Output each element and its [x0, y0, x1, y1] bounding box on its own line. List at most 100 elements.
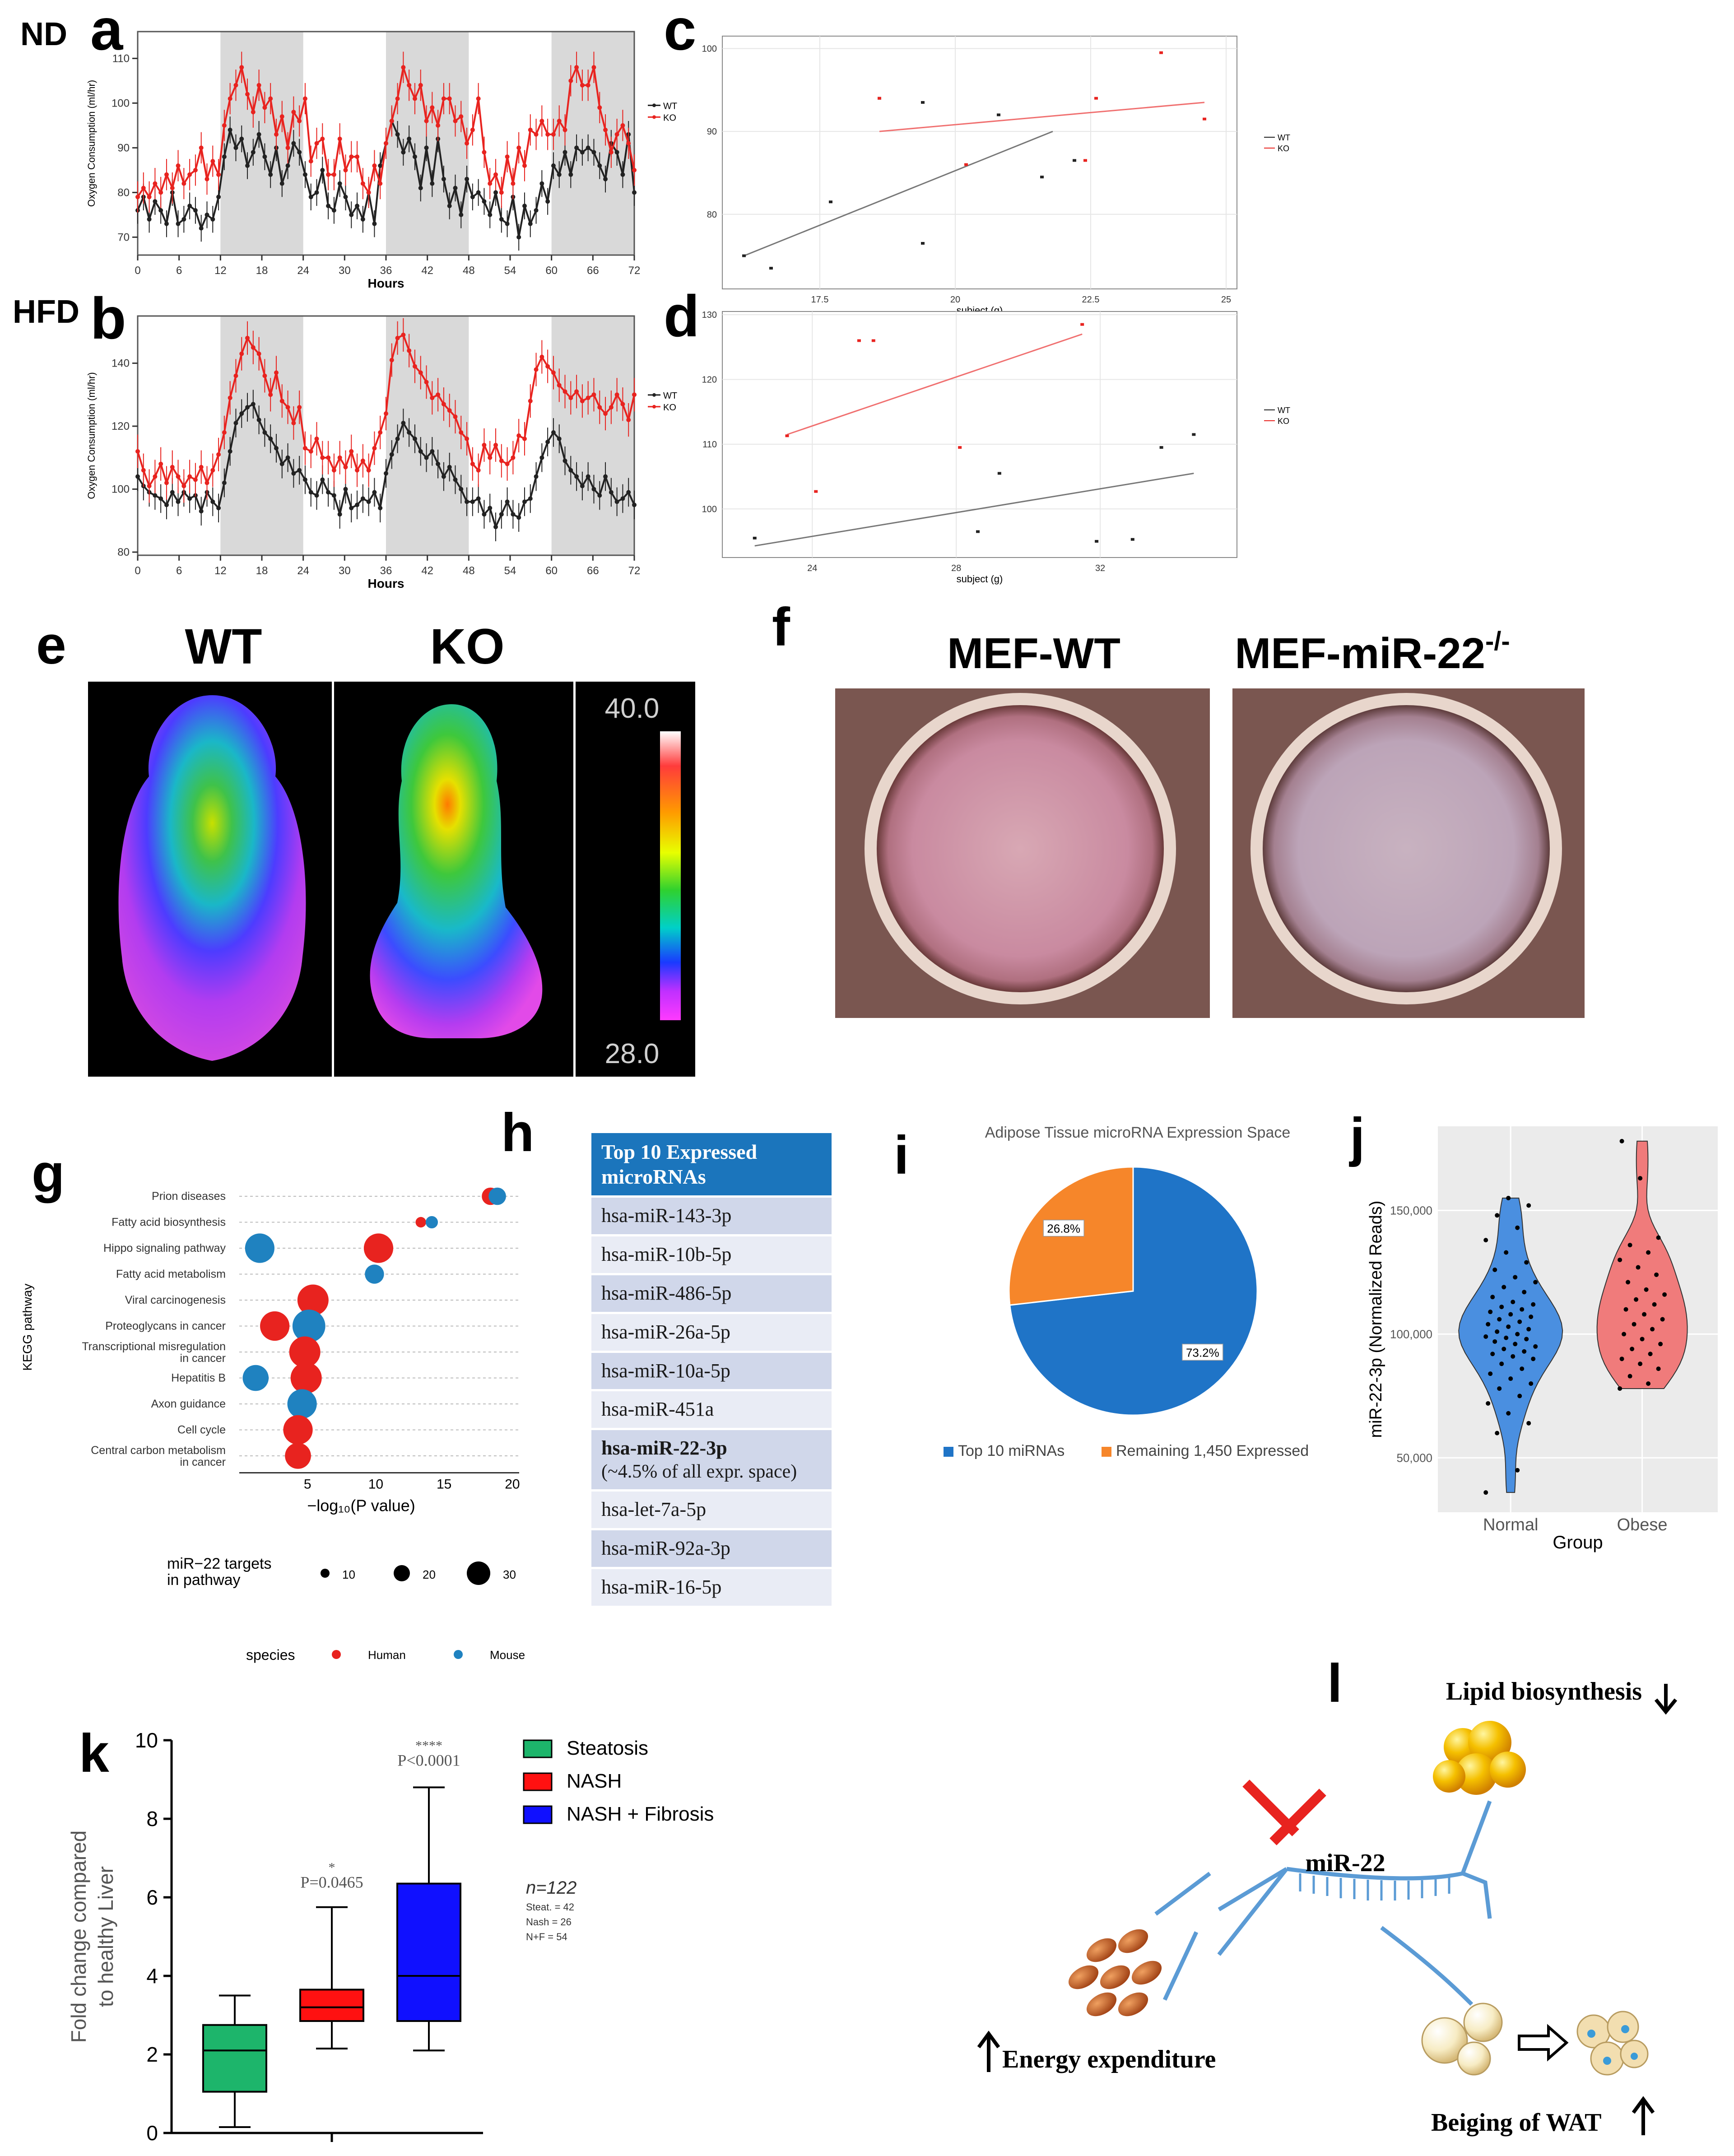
data-point — [222, 154, 227, 159]
data-point — [395, 335, 400, 340]
data-point — [522, 204, 527, 209]
data-point — [591, 392, 596, 397]
data-point — [476, 468, 481, 473]
data-point — [205, 177, 209, 181]
fit-line-wt — [754, 473, 1194, 547]
data-point — [245, 163, 250, 168]
legend-label: NASH + Fibrosis — [567, 1803, 714, 1825]
data-point — [453, 477, 458, 482]
x-axis-label: Hours — [368, 576, 404, 590]
pathway-label: Prion diseases — [152, 1190, 226, 1203]
data-point — [586, 83, 590, 88]
y-tick-label: 2 — [146, 2043, 158, 2066]
data-point — [476, 96, 481, 101]
data-point — [1508, 1376, 1513, 1381]
chart-k-box: 0 2 4 6 8 10 Fold change compared to healthy Li… — [67, 1729, 714, 2145]
data-point — [412, 436, 417, 441]
data-point — [222, 480, 227, 485]
chart-j-violin: 50,000 100,000 150,000 Normal Obese Group miR-… — [1367, 1126, 1718, 1552]
data-point — [522, 163, 527, 168]
data-point — [302, 172, 307, 177]
data-point — [314, 141, 319, 146]
size-legend-label: 10 — [342, 1568, 355, 1581]
data-point — [164, 221, 169, 226]
data-point — [499, 217, 504, 222]
data-point — [632, 167, 637, 172]
data-point — [245, 335, 250, 340]
energy-link — [1162, 1931, 1199, 2001]
bubble-human — [260, 1311, 290, 1341]
data-point — [1638, 1176, 1643, 1181]
fit-line-wt — [744, 130, 1053, 256]
legend-label: NASH — [567, 1770, 622, 1792]
data-point — [620, 496, 625, 501]
pathway-label: Proteoglycans in cancer — [105, 1320, 226, 1333]
mef-wt-title: MEF-WT — [947, 629, 1120, 678]
x-tick-label: Obese — [1617, 1515, 1668, 1534]
pie-title: Adipose Tissue microRNA Expression Space — [985, 1124, 1291, 1141]
data-point — [245, 92, 250, 97]
data-point — [632, 190, 637, 195]
data-point — [563, 389, 567, 394]
data-point — [239, 65, 244, 70]
y-tick-label: 110 — [702, 440, 717, 450]
table-row: hsa-miR-10a-5p — [591, 1352, 832, 1392]
data-point — [1529, 1381, 1534, 1386]
data-point — [597, 493, 602, 498]
data-point — [222, 123, 227, 128]
x-tick-label: 12 — [214, 565, 227, 577]
y-axis-label: Oxygen Consumption (ml/hr) — [86, 80, 97, 207]
data-point — [829, 200, 832, 204]
data-point — [1490, 1352, 1495, 1357]
data-point — [372, 446, 377, 451]
data-point — [493, 172, 498, 177]
legend-label: WT — [1278, 133, 1290, 142]
lipid-biosynthesis-label: Lipid biosynthesis — [1446, 1677, 1642, 1705]
data-point — [632, 392, 637, 397]
plot-frame — [722, 311, 1237, 558]
data-point — [187, 172, 192, 177]
data-point — [505, 221, 510, 226]
data-point — [153, 474, 158, 479]
panel-e-thermal: WT KO 40.0 28.0 — [88, 619, 695, 1077]
data-point — [580, 150, 585, 155]
data-point — [164, 172, 169, 177]
data-point — [424, 119, 429, 123]
data-point — [314, 436, 319, 441]
row-label-nd: ND — [20, 16, 67, 52]
panel-f-wells: MEF-WT MEF-miR-22-/- — [835, 627, 1585, 1018]
data-point — [355, 502, 360, 507]
bubble-human — [363, 1233, 394, 1263]
data-point — [147, 483, 152, 488]
data-point — [1658, 1342, 1663, 1347]
data-point — [401, 65, 406, 70]
data-point — [1511, 1354, 1516, 1359]
data-point — [158, 461, 163, 466]
panel-label-i: i — [894, 1125, 909, 1185]
bubble-human — [285, 1443, 311, 1469]
data-point — [586, 474, 590, 479]
data-point — [228, 127, 232, 132]
legend-label: Steatosis — [567, 1737, 648, 1759]
data-point — [614, 132, 619, 137]
data-point — [343, 195, 348, 200]
data-point — [1506, 1324, 1511, 1329]
data-point — [1662, 1292, 1667, 1297]
data-point — [251, 402, 256, 407]
x-tick-label: 32 — [1095, 563, 1105, 573]
data-point — [814, 490, 818, 493]
data-point — [505, 461, 510, 466]
size-legend-label: 30 — [503, 1568, 516, 1581]
table-row: hsa-miR-451a — [591, 1390, 832, 1431]
data-point — [476, 496, 481, 501]
data-point — [349, 154, 354, 159]
data-point — [597, 405, 602, 410]
legend-label: WT — [663, 391, 677, 401]
data-point — [534, 132, 539, 137]
y-axis-label: miR-22-3p (Normalized Reads) — [1367, 1201, 1385, 1438]
x-tick-label: 6 — [176, 265, 182, 277]
data-point — [205, 212, 209, 217]
y-tick-label: 100 — [112, 483, 130, 496]
mir22-tail — [1462, 1871, 1492, 1919]
data-point — [424, 455, 429, 460]
